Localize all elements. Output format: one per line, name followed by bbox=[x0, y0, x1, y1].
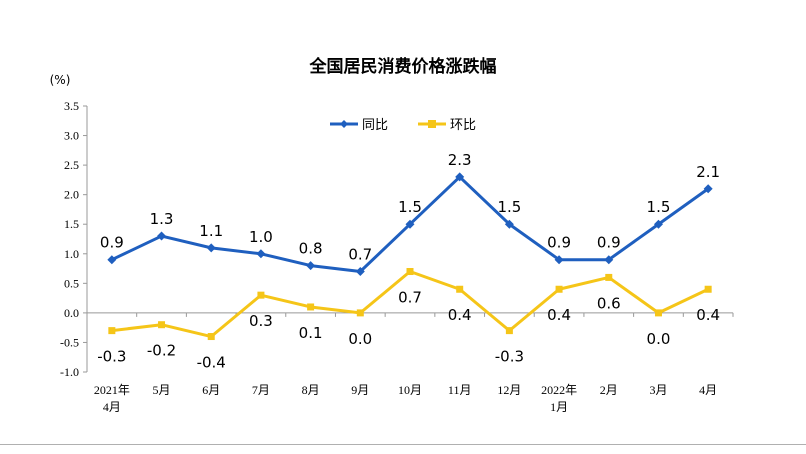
data-point bbox=[356, 309, 364, 317]
y-tick-label: 0.5 bbox=[64, 276, 79, 290]
data-label: 1.0 bbox=[249, 228, 273, 246]
data-point bbox=[505, 327, 513, 335]
data-point bbox=[158, 321, 166, 329]
y-tick-label: 3.5 bbox=[64, 99, 79, 113]
y-tick-label: -1.0 bbox=[60, 365, 79, 379]
axes: -1.0 -0.5 0.0 0.5 1.0 1.5 2.0 2.5 3.0 3.5 2021年 4月 5… bbox=[60, 99, 734, 414]
data-label: -0.3 bbox=[97, 348, 126, 366]
data-point bbox=[406, 268, 414, 276]
data-point bbox=[256, 249, 266, 259]
data-point bbox=[555, 285, 563, 293]
series-1: -0.3 -0.2 -0.4 0.3 0.1 0.0 0.7 0.4 -0.3 0.4 0.6 0.0… bbox=[97, 268, 720, 372]
x-tick-label: 7月 bbox=[252, 383, 270, 397]
x-tick-label: 9月 bbox=[351, 383, 369, 397]
data-point bbox=[355, 267, 365, 277]
data-label: 0.4 bbox=[547, 306, 571, 324]
data-point bbox=[504, 219, 514, 229]
data-point bbox=[653, 219, 663, 229]
data-point bbox=[107, 255, 117, 265]
data-label: 0.6 bbox=[597, 294, 621, 312]
data-point bbox=[307, 303, 315, 311]
x-tick-label: 10月 bbox=[398, 383, 422, 397]
y-tick-label: 1.5 bbox=[64, 217, 79, 231]
data-label: 1.5 bbox=[647, 198, 671, 216]
data-point bbox=[206, 243, 216, 253]
y-tick-label: 2.0 bbox=[64, 188, 79, 202]
data-point bbox=[654, 309, 662, 317]
data-point bbox=[405, 219, 415, 229]
x-tick-label: 2月 bbox=[600, 383, 618, 397]
data-label: 0.1 bbox=[299, 324, 323, 342]
data-label: 0.9 bbox=[100, 234, 124, 252]
x-tick-label: 5月 bbox=[153, 383, 171, 397]
data-label: 0.7 bbox=[348, 246, 372, 264]
data-label: 1.1 bbox=[199, 222, 223, 240]
data-point bbox=[605, 273, 613, 281]
data-label: 2.1 bbox=[696, 163, 720, 181]
x-tick-label: 6月 bbox=[202, 383, 220, 397]
data-label: 0.7 bbox=[398, 289, 422, 307]
data-label: 1.3 bbox=[150, 210, 174, 228]
x-tick-label: 1月 bbox=[550, 400, 568, 414]
x-tick-label: 8月 bbox=[302, 383, 320, 397]
data-point bbox=[703, 184, 713, 194]
x-tick-label: 2022年 bbox=[541, 383, 577, 397]
data-label: 0.4 bbox=[448, 306, 472, 324]
series-0: 0.9 1.3 1.1 1.0 0.8 0.7 1.5 2.3 1.5 0.9 0.9 1.5 2.1 bbox=[100, 151, 720, 277]
x-tick-label: 12月 bbox=[497, 383, 521, 397]
data-label: 0.4 bbox=[696, 306, 720, 324]
y-axis-unit: (%) bbox=[50, 73, 71, 87]
legend: 同比 环比 bbox=[330, 118, 476, 133]
data-label: -0.4 bbox=[197, 354, 226, 372]
data-label: 0.3 bbox=[249, 312, 273, 330]
data-label: 0.8 bbox=[299, 240, 323, 258]
y-tick-label: 3.0 bbox=[64, 129, 79, 143]
chart-title: 全国居民消费价格涨跌幅 bbox=[309, 56, 497, 77]
data-point bbox=[257, 291, 265, 299]
legend-marker-0 bbox=[340, 120, 348, 128]
data-label: 2.3 bbox=[448, 151, 472, 169]
data-label: -0.2 bbox=[147, 342, 176, 360]
data-label: -0.3 bbox=[495, 348, 524, 366]
y-tick-label: -0.5 bbox=[60, 335, 79, 349]
data-point bbox=[455, 172, 465, 182]
x-tick-label: 3月 bbox=[649, 383, 667, 397]
data-point bbox=[704, 285, 712, 293]
legend-label-0: 同比 bbox=[362, 118, 388, 133]
data-point bbox=[157, 231, 167, 241]
data-label: 0.9 bbox=[597, 234, 621, 252]
data-label: 0.9 bbox=[547, 234, 571, 252]
legend-marker-1 bbox=[428, 120, 436, 128]
x-tick-label: 2021年 bbox=[94, 383, 130, 397]
series-layer: 0.9 1.3 1.1 1.0 0.8 0.7 1.5 2.3 1.5 0.9 0.9 1.5 2.1 -… bbox=[97, 151, 720, 372]
x-tick-label: 4月 bbox=[103, 400, 121, 414]
data-label: 1.5 bbox=[398, 198, 422, 216]
data-point bbox=[456, 285, 464, 293]
y-tick-label: 2.5 bbox=[64, 158, 79, 172]
data-point bbox=[554, 255, 564, 265]
y-tick-label: 1.0 bbox=[64, 247, 79, 261]
data-point bbox=[604, 255, 614, 265]
y-tick-label: 0.0 bbox=[64, 306, 79, 320]
data-label: 0.0 bbox=[647, 330, 671, 348]
data-point bbox=[207, 333, 215, 341]
data-point bbox=[306, 261, 316, 271]
data-label: 1.5 bbox=[497, 198, 521, 216]
x-tick-label: 11月 bbox=[448, 383, 472, 397]
data-point bbox=[108, 327, 116, 335]
legend-label-1: 环比 bbox=[450, 118, 476, 133]
x-tick-label: 4月 bbox=[699, 383, 717, 397]
bottom-divider bbox=[0, 444, 806, 445]
data-label: 0.0 bbox=[348, 330, 372, 348]
